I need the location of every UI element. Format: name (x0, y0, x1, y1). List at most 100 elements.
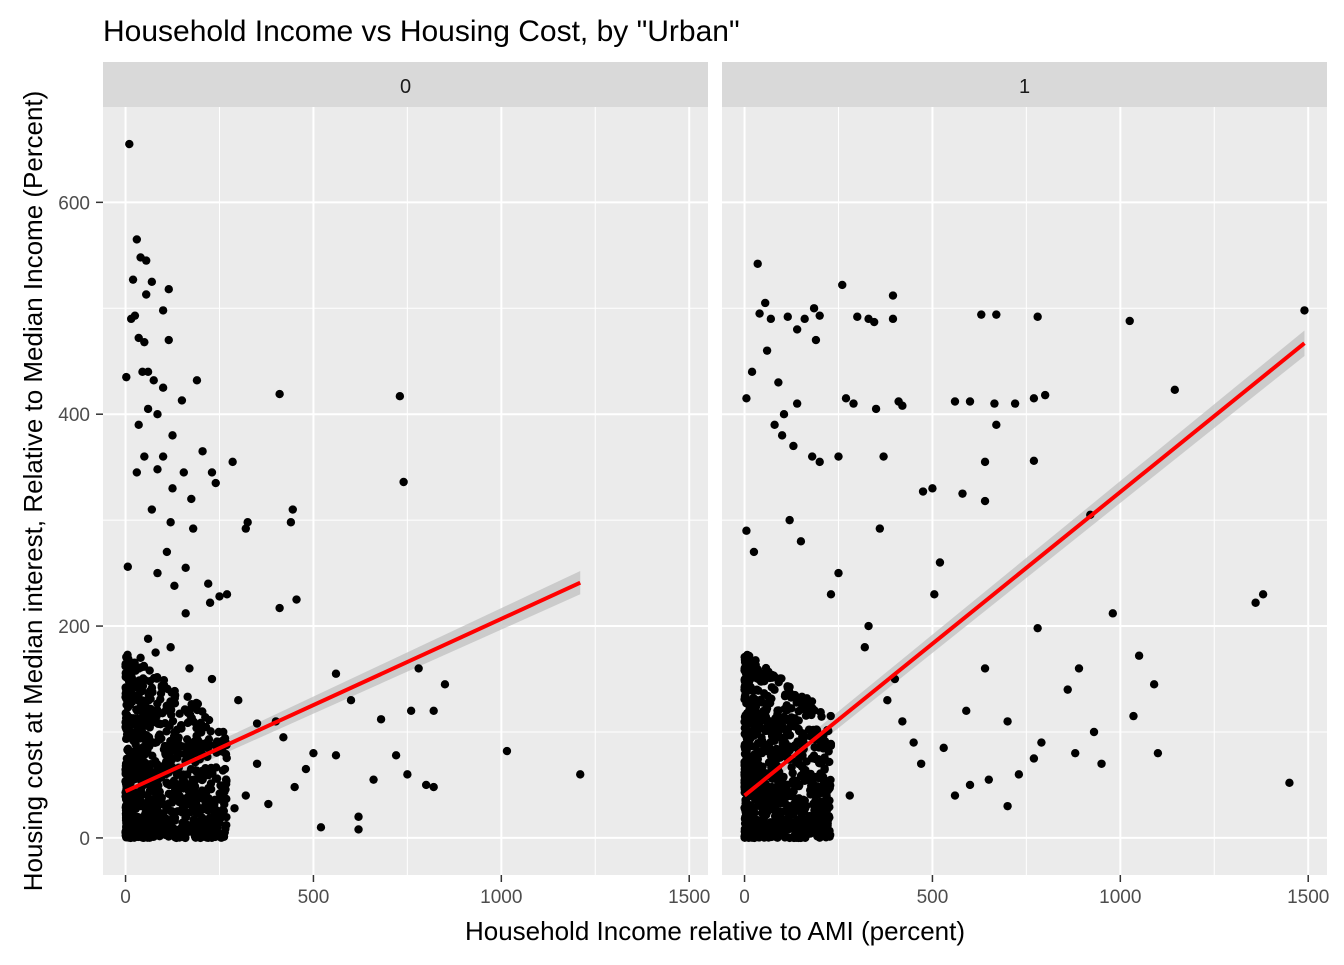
data-point (1134, 651, 1144, 660)
data-point (185, 664, 194, 673)
data-point (765, 829, 774, 839)
data-point (292, 595, 301, 604)
data-point (204, 826, 213, 835)
data-point (252, 719, 262, 728)
data-point (215, 592, 224, 601)
data-point (782, 786, 791, 795)
facet-panel-0: 0 (103, 62, 708, 875)
data-point (1014, 770, 1024, 779)
data-point (218, 766, 228, 775)
data-point (151, 648, 160, 657)
data-point (429, 706, 438, 716)
data-point (796, 537, 806, 546)
data-point (746, 667, 755, 677)
data-point (962, 706, 971, 716)
data-point (142, 290, 151, 299)
data-point (179, 784, 188, 793)
data-point (173, 725, 182, 734)
data-point (241, 791, 250, 800)
data-point (155, 787, 164, 797)
data-point (930, 590, 939, 599)
data-point (1029, 394, 1039, 403)
data-point (774, 778, 783, 788)
data-point (793, 795, 802, 805)
data-point (776, 674, 785, 683)
data-point (131, 766, 140, 776)
data-point (140, 337, 149, 347)
data-point (746, 700, 755, 709)
data-point (777, 719, 786, 729)
data-point (152, 712, 161, 721)
data-point (164, 779, 174, 788)
data-point (864, 621, 873, 631)
data-point (215, 789, 224, 798)
data-point (749, 547, 759, 557)
data-point (744, 677, 754, 686)
data-point (826, 741, 836, 750)
data-point (793, 756, 803, 766)
data-point (121, 734, 131, 744)
data-point (783, 683, 793, 693)
data-point (204, 771, 213, 780)
data-point (129, 719, 138, 728)
y-tick-label: 400 (58, 405, 90, 426)
data-point (187, 494, 196, 504)
data-point (740, 717, 749, 726)
data-point (749, 759, 759, 769)
data-point (211, 763, 221, 772)
data-point (143, 634, 153, 643)
data-point (264, 799, 273, 809)
data-point (170, 832, 179, 841)
data-point (301, 764, 311, 774)
data-point (126, 314, 136, 324)
fit-line-0 (124, 580, 582, 794)
data-point (183, 692, 192, 701)
data-point (146, 736, 155, 746)
data-point (1300, 306, 1309, 315)
data-point (406, 706, 416, 716)
facet-strip-0 (103, 62, 708, 107)
data-point (192, 699, 202, 708)
data-point (1010, 399, 1020, 408)
data-point (331, 751, 341, 760)
data-point (241, 524, 250, 533)
data-point (1003, 801, 1012, 811)
data-point (825, 757, 834, 767)
data-point (740, 779, 749, 788)
x-tick-label: 0 (739, 887, 750, 908)
data-point (158, 383, 168, 392)
data-point (759, 825, 768, 835)
data-point (766, 791, 775, 800)
data-point (125, 139, 134, 149)
data-point (399, 477, 408, 487)
data-point (793, 818, 802, 827)
data-point (128, 817, 138, 826)
data-point (576, 770, 585, 779)
data-point (799, 807, 808, 816)
data-point (935, 558, 945, 567)
data-point (181, 609, 190, 618)
data-point (157, 734, 166, 743)
data-point (1063, 685, 1072, 694)
data-point (152, 796, 162, 805)
data-point (128, 275, 138, 284)
data-point (838, 280, 847, 290)
data-point (171, 785, 180, 794)
data-point (756, 677, 766, 686)
data-point (772, 813, 782, 822)
data-point (123, 562, 133, 571)
data-point (965, 780, 975, 790)
data-point (146, 782, 156, 791)
data-point (747, 729, 756, 738)
data-point (127, 824, 136, 833)
x-axis: 0 500 1000 1500 0 500 1000 1500 (120, 875, 1329, 908)
data-point (807, 452, 817, 461)
data-point (275, 389, 284, 399)
data-point (369, 775, 378, 784)
data-point (122, 710, 132, 720)
data-point (1153, 748, 1163, 758)
data-point (1033, 623, 1042, 633)
data-point (763, 744, 773, 754)
data-point (252, 759, 262, 768)
